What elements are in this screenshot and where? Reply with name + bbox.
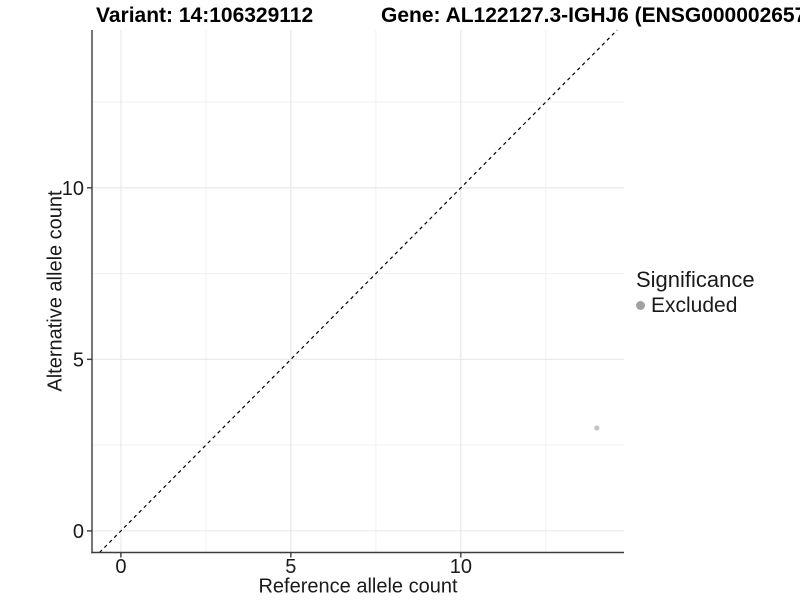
- legend: Significance Excluded: [636, 267, 755, 317]
- legend-point-marker-icon: [636, 301, 645, 311]
- x-tick-label: 5: [285, 556, 296, 578]
- x-tick-label: 10: [450, 556, 472, 578]
- gridlines-major: [92, 30, 624, 553]
- axis-tick-labels: 0 5 10 0 5 10: [62, 178, 472, 578]
- identity-reference-line: [99, 29, 618, 553]
- legend-item-excluded: Excluded: [636, 294, 755, 317]
- legend-title: Significance: [636, 267, 755, 292]
- x-axis-title: Reference allele count: [258, 575, 458, 598]
- gene-title: Gene: AL122127.3-IGHJ6 (ENSG0000026571: [381, 4, 800, 27]
- axis-lines: [91, 30, 624, 554]
- variant-title: Variant: 14:106329112: [96, 4, 314, 27]
- legend-item-label: Excluded: [651, 294, 738, 318]
- y-axis-title: Alternative allele count: [44, 190, 67, 392]
- y-tick-label: 0: [73, 521, 84, 543]
- gridlines-minor: [92, 30, 624, 553]
- y-tick-label: 10: [62, 178, 84, 200]
- y-tick-label: 5: [73, 349, 84, 371]
- axis-tick-marks: [87, 187, 462, 558]
- gene-title-clip: Gene: AL122127.3-IGHJ6 (ENSG0000026571: [381, 4, 800, 28]
- identity-line: [99, 29, 618, 553]
- x-tick-label: 0: [115, 556, 126, 578]
- data-points: [594, 425, 600, 431]
- scatter-point: [594, 425, 600, 431]
